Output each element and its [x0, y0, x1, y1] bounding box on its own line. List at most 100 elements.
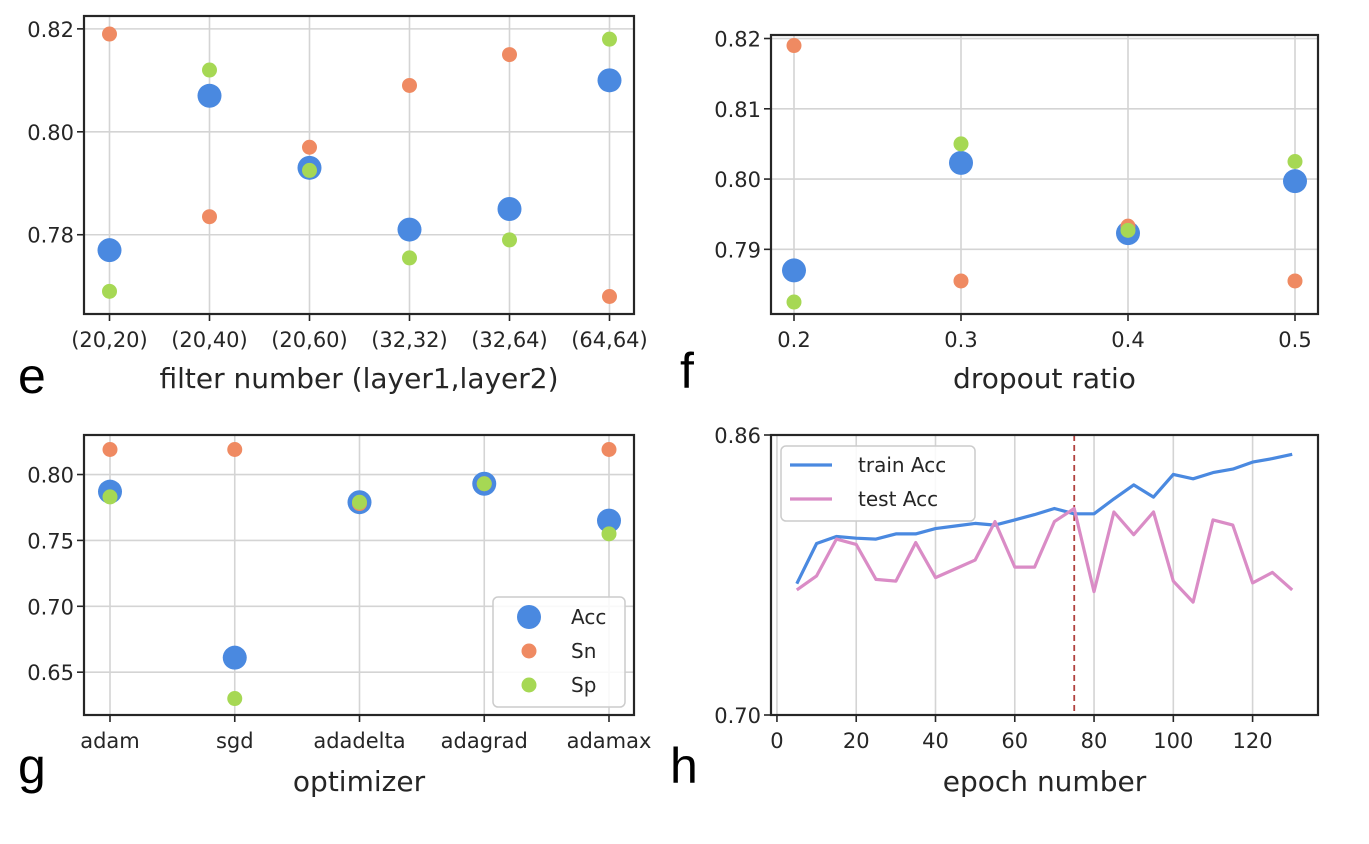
plot-frame — [82, 14, 636, 316]
series-line-test-acc — [795, 506, 1294, 604]
point-sn — [953, 273, 969, 289]
point-sn — [402, 77, 417, 93]
legend-marker-sp — [521, 677, 537, 693]
point-sp — [601, 526, 617, 542]
y-tick-label: 0.80 — [714, 168, 761, 192]
x-axis-label: filter number (layer1,layer2) — [159, 362, 558, 395]
panel-f: 0.2 0.3 0.4 0.5 0.79 0.80 0.81 0.82 dropout rati… — [680, 28, 1320, 399]
x-tick-label: 80 — [1081, 729, 1108, 753]
x-tick-label: 60 — [1001, 729, 1028, 753]
legend-label: Sp — [571, 673, 596, 697]
point-sp — [352, 494, 367, 510]
y-tick-label: 0.70 — [714, 704, 761, 728]
point-sp — [786, 294, 802, 310]
point-sn — [602, 289, 617, 305]
legend: Acc Sn Sp — [492, 596, 626, 708]
x-tick-label: adam — [80, 729, 140, 753]
point-sn — [601, 441, 617, 457]
y-tick-label: 0.80 — [27, 121, 74, 145]
point-acc — [197, 83, 222, 108]
legend-label: Sn — [571, 639, 596, 663]
y-tick-label: 0.75 — [27, 529, 74, 553]
x-tick-label: (32,32) — [371, 328, 448, 352]
x-tick-label: (20,40) — [171, 328, 248, 352]
point-sn — [202, 209, 217, 225]
point-acc — [949, 150, 973, 175]
point-sn — [227, 441, 243, 457]
x-tick-label: 20 — [843, 729, 870, 753]
point-sp — [302, 162, 317, 178]
y-tick-label: 0.86 — [714, 424, 761, 448]
point-sp — [1287, 153, 1303, 169]
y-tick-label: 0.70 — [27, 595, 74, 619]
point-sn — [302, 139, 317, 155]
point-acc — [397, 217, 422, 242]
point-sp — [953, 136, 969, 152]
point-sp — [102, 283, 117, 299]
x-axis-label: optimizer — [293, 765, 426, 798]
panel-g: adam sgd adadelta adagrad adamax 0.65 0.70 0.75… — [18, 433, 652, 798]
point-sp — [476, 476, 492, 492]
x-tick-label: 0 — [770, 729, 783, 753]
point-acc — [497, 197, 522, 222]
point-sp — [402, 250, 417, 266]
point-sp — [602, 31, 617, 47]
x-tick-label: (32,64) — [471, 328, 548, 352]
point-acc — [97, 238, 122, 263]
point-sn — [102, 441, 118, 457]
point-sp — [202, 62, 217, 78]
point-acc — [1283, 169, 1307, 194]
x-tick-label: 0.2 — [777, 328, 810, 352]
x-tick-label: 40 — [922, 729, 949, 753]
point-sp — [502, 232, 517, 248]
point-sn — [1287, 273, 1303, 289]
legend-marker-sn — [521, 643, 537, 659]
x-axis-label: epoch number — [943, 765, 1147, 798]
y-tick-label: 0.80 — [27, 464, 74, 488]
plot-frame — [769, 33, 1320, 316]
x-tick-label: (64,64) — [571, 328, 648, 352]
legend-label: train Acc — [858, 453, 946, 477]
y-tick-label: 0.82 — [27, 18, 74, 42]
point-acc — [597, 508, 621, 533]
legend-marker-acc — [517, 605, 541, 629]
point-acc — [782, 258, 806, 283]
point-acc — [222, 645, 247, 670]
x-tick-label: sgd — [216, 729, 254, 753]
point-sp — [227, 691, 243, 707]
panel-label: e — [18, 348, 46, 404]
x-axis-label: dropout ratio — [953, 362, 1136, 395]
series-line-train-acc — [795, 452, 1293, 585]
panel-e: (20,20) (20,40) (20,60) (32,32) (32,64) (64,6… — [18, 14, 648, 404]
point-sn — [102, 26, 117, 42]
x-tick-label: adadelta — [313, 729, 405, 753]
x-tick-label: 0.3 — [944, 328, 977, 352]
point-sn — [502, 47, 517, 63]
panel-h: 0 20 40 60 80 100 120 0.70 0.86 epoch number h trai… — [670, 424, 1320, 798]
point-sp — [102, 489, 118, 505]
x-tick-label: 120 — [1233, 729, 1273, 753]
x-tick-label: adagrad — [441, 729, 528, 753]
point-sn — [786, 38, 802, 54]
y-tick-label: 0.78 — [27, 224, 74, 248]
y-tick-label: 0.79 — [714, 238, 761, 262]
plot-frame — [82, 433, 636, 717]
y-tick-label: 0.82 — [714, 28, 761, 52]
point-sp — [1120, 222, 1136, 238]
y-tick-label: 0.65 — [27, 661, 74, 685]
legend-label: Acc — [571, 605, 606, 629]
point-acc — [597, 68, 622, 93]
x-tick-label: adamax — [567, 729, 652, 753]
x-tick-label: (20,20) — [71, 328, 148, 352]
legend: train Acc test Acc — [780, 445, 976, 522]
panel-label: h — [670, 738, 698, 794]
x-tick-label: 100 — [1153, 729, 1193, 753]
x-tick-label: (20,60) — [271, 328, 348, 352]
x-tick-label: 0.5 — [1278, 328, 1311, 352]
panel-label: f — [680, 343, 694, 399]
plot-frame — [769, 433, 1320, 717]
y-tick-label: 0.81 — [714, 98, 761, 122]
legend-label: test Acc — [858, 487, 938, 511]
x-tick-label: 0.4 — [1111, 328, 1144, 352]
